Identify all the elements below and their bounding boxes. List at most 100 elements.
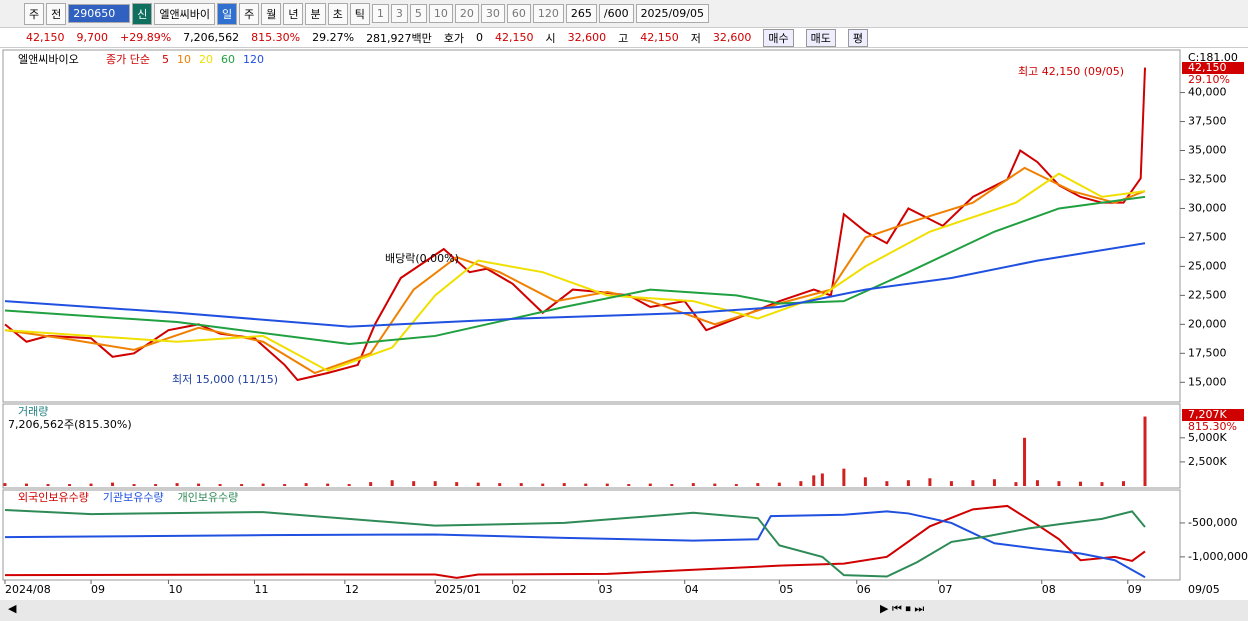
volume-bar bbox=[175, 483, 179, 486]
holding-panel bbox=[2, 489, 1181, 581]
volume-bar bbox=[369, 482, 373, 486]
toolbar-item[interactable]: 281,927백만 bbox=[366, 31, 432, 45]
x-tick-label: 2024/08 bbox=[5, 583, 51, 596]
toolbar-item[interactable]: 42,150 bbox=[495, 31, 534, 44]
panel-title: 거래량 bbox=[18, 405, 48, 418]
volume-bar bbox=[283, 484, 287, 486]
last-price: 42,150 bbox=[1188, 61, 1227, 74]
x-tick-label: 03 bbox=[599, 583, 613, 596]
toolbar-item[interactable]: 3 bbox=[390, 4, 408, 23]
toolbar-item[interactable]: 2025/09/05 bbox=[635, 4, 709, 23]
toolbar-item[interactable]: +29.89% bbox=[120, 31, 172, 44]
last-change: 29.10% bbox=[1188, 73, 1230, 86]
series-line bbox=[4, 242, 1146, 328]
volume-bar bbox=[842, 468, 846, 486]
last-ratio: 815.30% bbox=[1188, 420, 1237, 433]
volume-bar bbox=[906, 480, 910, 486]
scroll-left: ◀ bbox=[8, 602, 17, 615]
y-tick-label: -500,000 bbox=[1188, 516, 1237, 529]
toolbar-item[interactable]: 120 bbox=[532, 4, 564, 23]
toolbar-item[interactable]: 30 bbox=[480, 4, 505, 23]
toolbar-item[interactable]: 호가 bbox=[443, 31, 465, 45]
volume-bar bbox=[713, 483, 717, 486]
toolbar-item[interactable]: 32,600 bbox=[712, 31, 752, 44]
toolbar-item[interactable]: 신 bbox=[132, 2, 153, 25]
toolbar-item[interactable]: 265 bbox=[565, 4, 597, 23]
x-tick-label: 09 bbox=[1128, 583, 1142, 596]
toolbar-item[interactable]: 일 bbox=[216, 2, 238, 25]
volume-bar bbox=[68, 484, 72, 486]
y-tick-label: 20,000 bbox=[1188, 317, 1227, 330]
toolbar-item[interactable]: 고 bbox=[618, 31, 629, 45]
y-tick-label: 27,500 bbox=[1188, 230, 1227, 243]
volume-bar bbox=[562, 483, 566, 486]
indicator-label: 종가 단순 bbox=[106, 53, 150, 66]
volume-bar bbox=[304, 483, 308, 486]
toolbar-item[interactable]: 7,206,562 bbox=[183, 31, 240, 44]
volume-bar bbox=[240, 484, 244, 486]
toolbar-item[interactable]: 0 bbox=[476, 31, 484, 44]
legend-entry: 5 bbox=[162, 53, 169, 66]
toolbar-item[interactable]: 290650 bbox=[68, 4, 131, 23]
volume-bar bbox=[89, 483, 93, 486]
volume-bar bbox=[691, 483, 695, 486]
legend-entry: 개인보유수량 bbox=[178, 491, 239, 504]
y-tick-label: 25,000 bbox=[1188, 259, 1227, 272]
toolbar-item[interactable]: 29.27% bbox=[312, 31, 355, 44]
toolbar-item[interactable]: 전 bbox=[46, 2, 67, 25]
legend-entry: 기관보유수량 bbox=[103, 491, 164, 504]
toolbar-item[interactable]: 저 bbox=[690, 31, 701, 45]
volume-bar bbox=[1121, 481, 1125, 486]
quote-bar: 42,150 9,700 +29.89% 7,206,562 815.30% 29.27%… bbox=[0, 28, 1248, 48]
series-line bbox=[4, 509, 1146, 578]
toolbar-item[interactable]: 5 bbox=[409, 4, 427, 23]
volume-bar bbox=[347, 484, 351, 486]
x-tick-label: 09 bbox=[91, 583, 105, 596]
toolbar-item[interactable]: 60 bbox=[506, 4, 531, 23]
x-tick-label: 2025/01 bbox=[435, 583, 481, 596]
volume-bar bbox=[605, 483, 609, 486]
toolbar-item[interactable]: 1 bbox=[371, 4, 389, 23]
toolbar-item[interactable]: 월 bbox=[261, 2, 282, 25]
toolbar-item[interactable]: 분 bbox=[305, 2, 326, 25]
x-tick-label: 04 bbox=[685, 583, 699, 596]
toolbar-item[interactable]: 초 bbox=[327, 2, 348, 25]
volume-bar bbox=[519, 483, 523, 486]
panel-subtitle: 7,206,562주(815.30%) bbox=[8, 418, 132, 431]
volume-bar bbox=[46, 484, 50, 486]
toolbar-item[interactable]: 10 bbox=[428, 4, 453, 23]
volume-bar bbox=[734, 484, 738, 486]
volume-bar bbox=[541, 483, 545, 486]
y-tick-label: 40,000 bbox=[1188, 86, 1227, 99]
toolbar-item[interactable]: 주 bbox=[239, 2, 260, 25]
toolbar-item[interactable]: 42,150 bbox=[640, 31, 679, 44]
toolbar-item[interactable]: 32,600 bbox=[567, 31, 607, 44]
toolbar-item[interactable]: 평 bbox=[847, 28, 869, 47]
toolbar-item[interactable]: 매수 bbox=[763, 28, 794, 47]
x-tick-label: 08 bbox=[1042, 583, 1056, 596]
toolbar-item[interactable]: 틱 bbox=[349, 2, 370, 25]
volume-bar bbox=[1143, 416, 1147, 486]
toolbar-item[interactable]: 42,150 bbox=[26, 31, 65, 44]
toolbar-item[interactable]: 9,700 bbox=[76, 31, 109, 44]
volume-bar bbox=[812, 475, 816, 486]
volume-bar bbox=[433, 481, 437, 486]
toolbar-item[interactable]: 엘앤씨바이 bbox=[154, 2, 215, 25]
volume-bar bbox=[627, 484, 631, 486]
volume-bar bbox=[455, 482, 459, 486]
toolbar-item[interactable]: 시 bbox=[545, 31, 556, 45]
toolbar-item[interactable]: /600 bbox=[598, 4, 634, 23]
toolbar-item[interactable]: 815.30% bbox=[251, 31, 301, 44]
toolbar-item[interactable]: 매도 bbox=[805, 28, 836, 47]
toolbar-item[interactable]: 년 bbox=[283, 2, 304, 25]
volume-bar bbox=[218, 484, 222, 486]
toolbar-item[interactable]: 20 bbox=[454, 4, 479, 23]
scroll-bar[interactable] bbox=[0, 600, 1248, 621]
toolbar-item[interactable]: 주 bbox=[24, 2, 45, 25]
price-box bbox=[1182, 62, 1244, 74]
x-tick-label: 11 bbox=[255, 583, 269, 596]
legend-entry: 60 bbox=[221, 53, 235, 66]
y-tick-label: 30,000 bbox=[1188, 201, 1227, 214]
series-line bbox=[4, 504, 1146, 579]
